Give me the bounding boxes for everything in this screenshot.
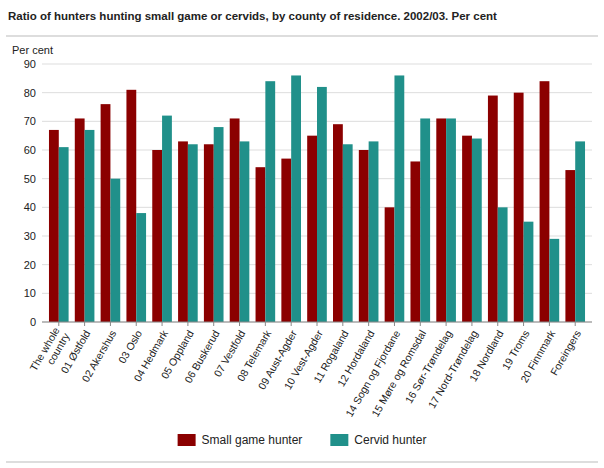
chart-container: Ratio of hunters hunting small game or c… (0, 0, 604, 468)
x-tick (420, 322, 421, 326)
x-tick (162, 322, 163, 326)
bar (59, 147, 69, 322)
bar (101, 104, 111, 322)
y-tick-label: 90 (24, 58, 36, 70)
bar (214, 127, 224, 322)
bar (256, 167, 266, 322)
legend-label: Cervid hunter (354, 433, 426, 447)
x-tick-label: Foreingers (548, 328, 583, 377)
y-tick-label: 60 (24, 144, 36, 156)
chart-svg: Ratio of hunters hunting small game or c… (0, 0, 604, 468)
bar (240, 141, 250, 322)
bar (514, 93, 524, 322)
bar (565, 170, 575, 322)
bar (204, 144, 214, 322)
grid (42, 64, 592, 322)
bar (549, 239, 559, 322)
bar (136, 213, 146, 322)
x-tick (549, 322, 550, 326)
bar (369, 141, 379, 322)
bar (265, 81, 275, 322)
bottom-divider (6, 462, 598, 463)
bar (420, 118, 430, 322)
bar (110, 179, 120, 322)
x-tick-label: 02 Akershus (79, 328, 118, 384)
x-tick (110, 322, 111, 326)
bar (333, 124, 343, 322)
y-tick-label: 20 (24, 259, 36, 271)
x-tick (497, 322, 498, 326)
x-tick (239, 322, 240, 326)
y-tick-label: 70 (24, 115, 36, 127)
bar (524, 222, 534, 322)
x-tick (368, 322, 369, 326)
legend-label: Small game hunter (202, 433, 303, 447)
bar (540, 81, 550, 322)
y-axis-label: Per cent (12, 44, 53, 56)
bar (472, 139, 482, 322)
divider (6, 36, 598, 37)
y-tick-label: 0 (30, 316, 36, 328)
bar (126, 90, 136, 322)
x-tick (265, 322, 266, 326)
bar (488, 96, 498, 322)
x-tick-label: 20 Finnmark (518, 327, 558, 384)
y-tick-label: 50 (24, 173, 36, 185)
x-tick (291, 322, 292, 326)
y-tick-label: 40 (24, 201, 36, 213)
x-tick (446, 322, 447, 326)
bar (307, 136, 317, 322)
bar (436, 118, 446, 322)
legend: Small game hunter Cervid hunter (178, 433, 427, 447)
bar (498, 207, 508, 322)
x-tick (575, 322, 576, 326)
x-tick (471, 322, 472, 326)
x-tick (317, 322, 318, 326)
legend-item: Small game hunter (178, 433, 303, 447)
bar (75, 118, 85, 322)
bar (575, 141, 585, 322)
bars (49, 75, 585, 322)
bar (85, 130, 95, 322)
x-tick-label: 18 Nordland (467, 328, 506, 384)
x-tick (58, 322, 59, 326)
bar (410, 161, 420, 322)
bar (291, 75, 301, 322)
grid-line (42, 64, 592, 65)
bar (462, 136, 472, 322)
bar (162, 116, 172, 322)
bar (178, 141, 188, 322)
bar (343, 144, 353, 322)
bar (152, 150, 162, 322)
bar (281, 159, 291, 322)
legend-item: Cervid hunter (330, 433, 426, 447)
y-tick-label: 30 (24, 230, 36, 242)
x-tick (187, 322, 188, 326)
x-tick (84, 322, 85, 326)
y-tick-label: 80 (24, 87, 36, 99)
x-tick (136, 322, 137, 326)
title: Ratio of hunters hunting small game or c… (8, 10, 497, 22)
bar (49, 130, 59, 322)
bar (359, 150, 369, 322)
bar (317, 87, 327, 322)
y-tick-label: 10 (24, 287, 36, 299)
x-tick (523, 322, 524, 326)
bar (385, 207, 395, 322)
x-tick (342, 322, 343, 326)
bar (446, 118, 456, 322)
x-tick-label: 03 Oslo (116, 328, 145, 365)
legend-swatch (178, 434, 196, 446)
x-tick (394, 322, 395, 326)
bar (394, 75, 404, 322)
x-tick (213, 322, 214, 326)
bar (188, 144, 198, 322)
bar (230, 118, 240, 322)
legend-swatch (330, 434, 348, 446)
